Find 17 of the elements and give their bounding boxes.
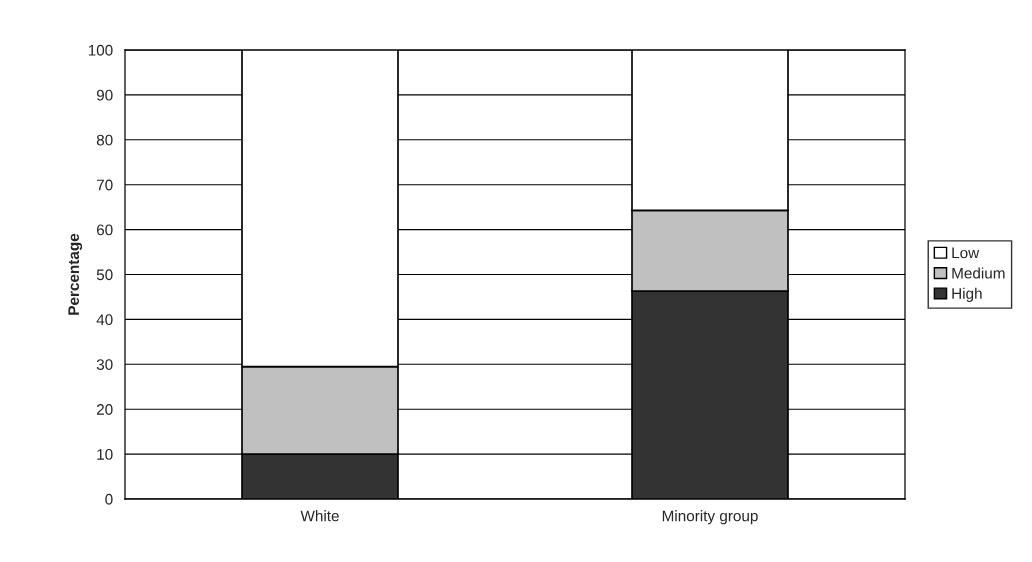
legend-label: Low bbox=[952, 247, 980, 259]
x-tick-label: Minority group bbox=[662, 510, 758, 525]
y-tick-label: 10 bbox=[97, 448, 113, 460]
y-tick-label: 0 bbox=[105, 493, 113, 505]
y-tick-label: 70 bbox=[96, 179, 113, 191]
y-tick-label: 50 bbox=[96, 269, 113, 281]
legend-label: Medium bbox=[952, 267, 1005, 279]
legend-label: High bbox=[952, 287, 982, 302]
y-tick-label: 80 bbox=[96, 134, 113, 146]
y-tick-label: 60 bbox=[96, 224, 113, 236]
y-tick-label: 20 bbox=[96, 404, 113, 415]
y-axis-title: Percentage bbox=[68, 233, 83, 315]
x-tick-label: White bbox=[300, 510, 339, 522]
y-tick-label: 40 bbox=[96, 314, 113, 326]
y-tick-label: 100 bbox=[88, 44, 113, 56]
y-tick-label: 90 bbox=[96, 89, 113, 101]
y-tick-label: 30 bbox=[96, 359, 113, 370]
